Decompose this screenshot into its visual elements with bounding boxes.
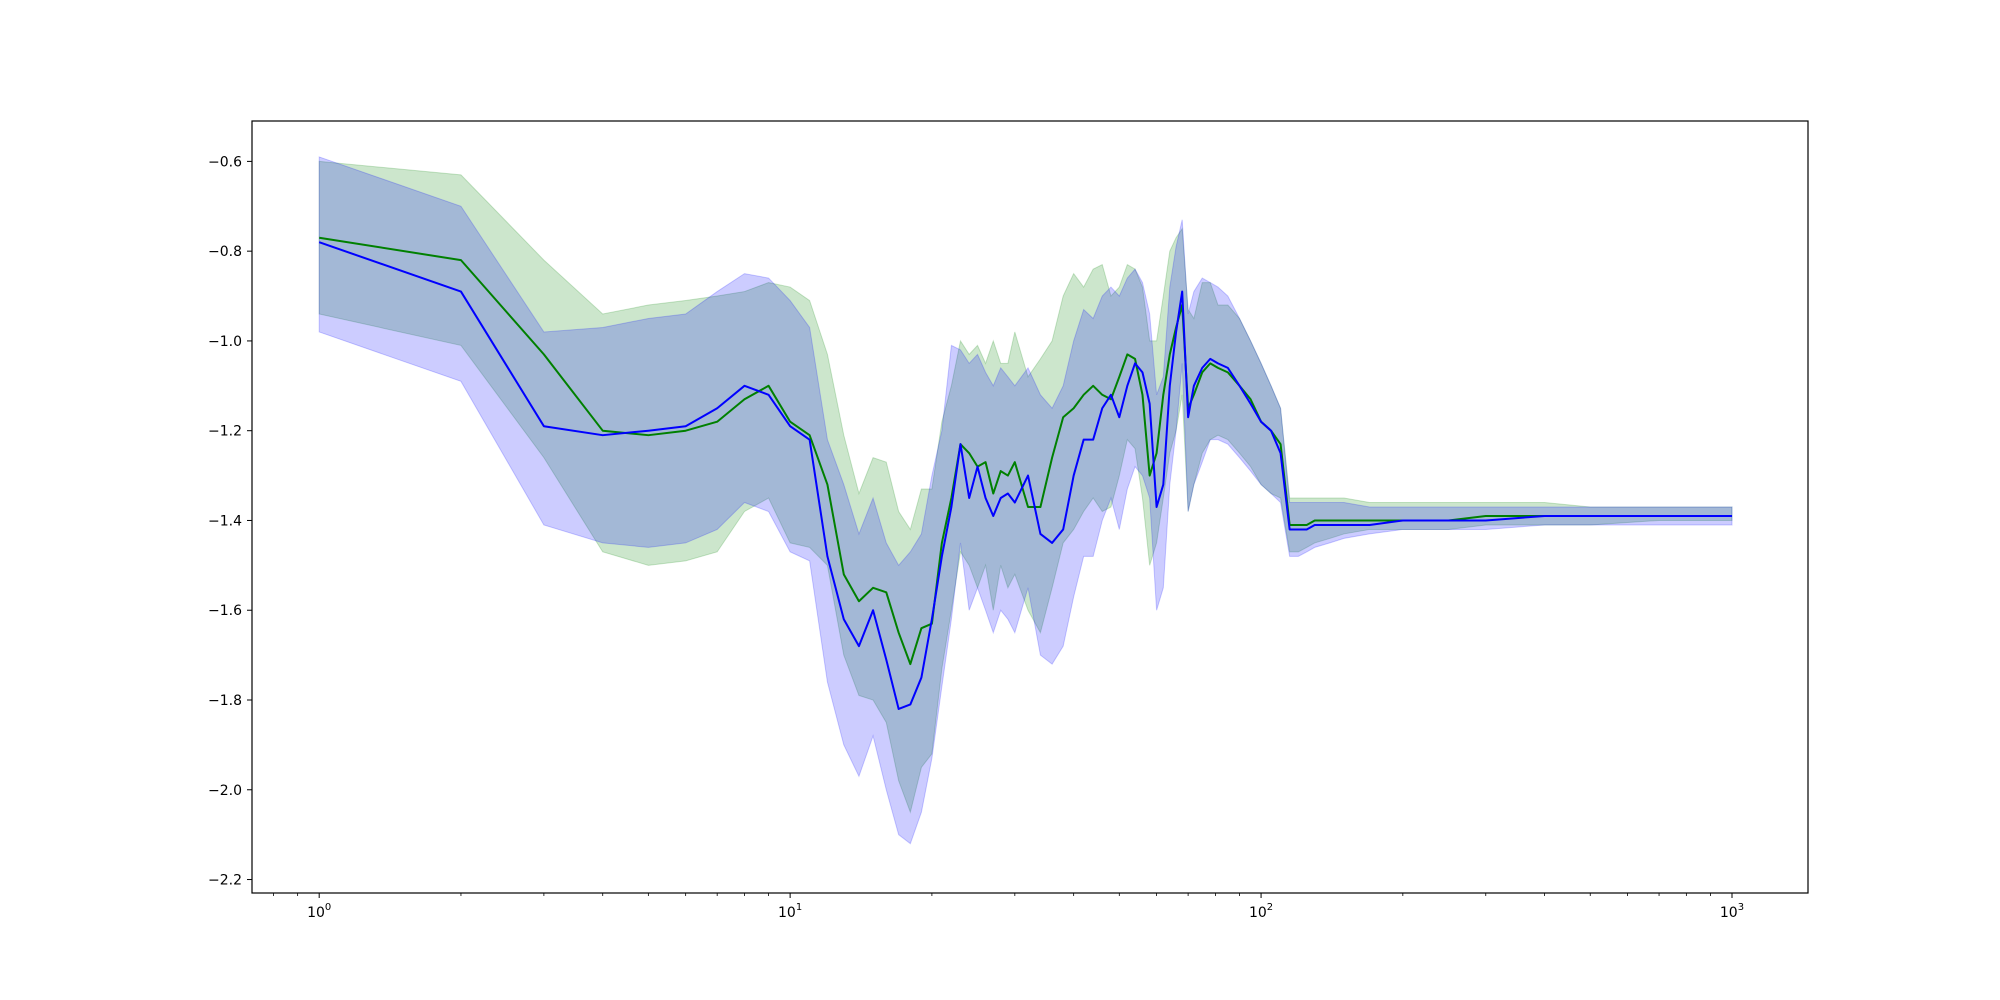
y-tick-label: −2.2 xyxy=(208,873,242,889)
x-axis: 100 101 102 103 xyxy=(273,893,1744,921)
axes-frame xyxy=(251,120,1809,894)
y-tick-label: −1.0 xyxy=(208,334,242,350)
y-tick-label: −1.4 xyxy=(208,513,242,529)
y-tick-label: −2.0 xyxy=(208,783,242,799)
y-tick-label: −1.8 xyxy=(208,693,242,709)
y-tick-label: −1.6 xyxy=(208,603,242,619)
x-tick-label: 101 xyxy=(778,902,802,921)
x-tick-label: 100 xyxy=(307,902,331,921)
x-tick-label: 102 xyxy=(1249,902,1273,921)
y-tick-label: −0.6 xyxy=(208,154,242,170)
y-tick-label: −0.8 xyxy=(208,244,242,260)
y-tick-label: −1.2 xyxy=(208,424,242,440)
series-lines xyxy=(318,236,1733,710)
series-2-line xyxy=(318,241,1733,710)
series-1-line xyxy=(319,236,1733,666)
x-tick-label: 103 xyxy=(1720,902,1744,921)
series-1-band xyxy=(318,160,1733,814)
y-axis: −0.6 −0.8 −1.0 −1.2 −1.4 −1.6 −1.8 −2.0 −2.2 xyxy=(208,154,252,889)
plot-area xyxy=(318,156,1733,845)
